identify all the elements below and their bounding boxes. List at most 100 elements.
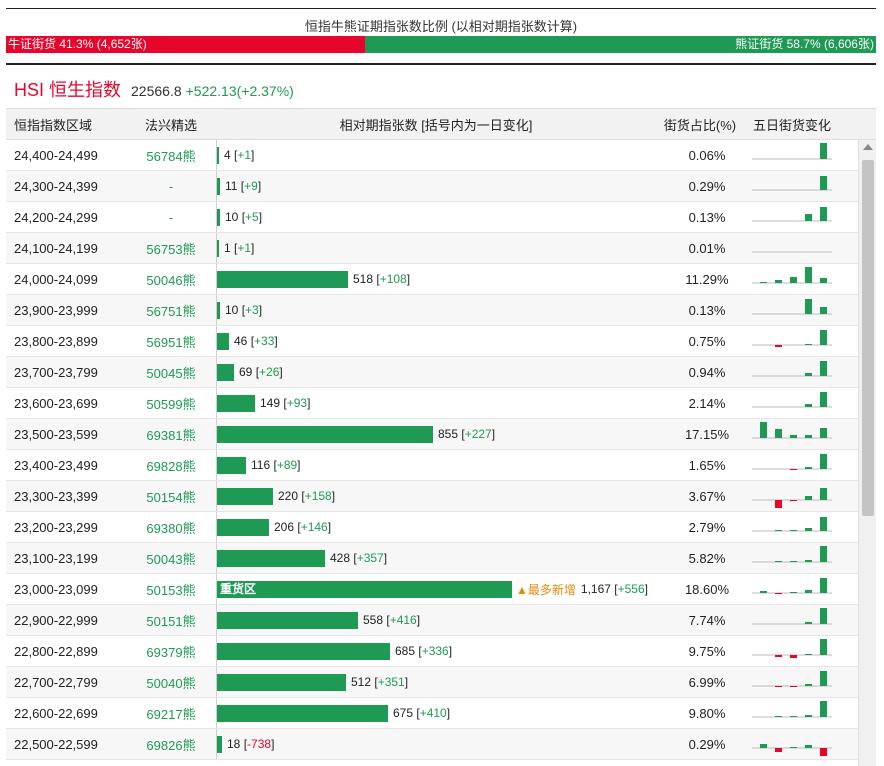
sparkline-bar — [820, 278, 827, 283]
share-cell: 0.29% — [688, 736, 726, 752]
daily-change: +108 — [379, 272, 407, 286]
five-day-sparkline — [752, 517, 832, 532]
section-divider — [6, 63, 876, 65]
daily-change: +5 — [245, 210, 259, 224]
table-row[interactable]: 23,000-23,099 50153熊 重货区 ▲最多新增 1,167 [+556] 1… — [6, 574, 858, 605]
table-row[interactable]: 23,900-23,999 56751熊 10 [+3] 0.13% — [6, 295, 858, 326]
contracts-label: 69 [+26] — [239, 365, 283, 379]
table-row[interactable]: 23,100-23,199 50043熊 428 [+357] 5.82% — [6, 543, 858, 574]
five-day-trend-cell — [744, 512, 840, 542]
warrant-code-link[interactable]: 56753熊 — [146, 241, 196, 257]
warrant-code-link[interactable]: 69826熊 — [146, 737, 196, 753]
warrant-code-link[interactable]: 50154熊 — [146, 489, 196, 505]
warrant-code-link[interactable]: 69217熊 — [146, 706, 196, 722]
five-day-trend-cell — [744, 357, 840, 387]
sparkline-bar — [775, 655, 782, 657]
table-row[interactable]: 24,400-24,499 56784熊 4 [+1] 0.06% — [6, 140, 858, 171]
warrant-code-link[interactable]: 50045熊 — [146, 365, 196, 381]
warrant-code-link[interactable]: 69381熊 — [146, 427, 196, 443]
sparkline-bar — [805, 214, 812, 221]
daily-change: +1 — [237, 241, 252, 255]
table-row[interactable]: 24,300-24,399 - 11 [+9] 0.29% — [6, 171, 858, 202]
table-row[interactable]: 23,700-23,799 50045熊 69 [+26] 0.94% — [6, 357, 858, 388]
share-cell: 0.94% — [688, 364, 726, 380]
daily-change: +33 — [254, 334, 275, 348]
contracts-label: 428 [+357] — [330, 551, 388, 565]
contracts-cell: 149 [+93] — [216, 388, 656, 418]
table-row[interactable]: 22,700-22,799 50040熊 512 [+351] 6.99% — [6, 667, 858, 698]
sparkline-bar — [790, 435, 797, 438]
share-cell: 0.01% — [688, 240, 726, 256]
sparkline-bar — [805, 496, 812, 500]
warrant-code-link[interactable]: 69379熊 — [146, 644, 196, 660]
warrant-code-link[interactable]: 56784熊 — [146, 148, 196, 164]
table-row[interactable]: 22,900-22,999 50151熊 558 [+416] 7.74% — [6, 605, 858, 636]
sparkline-bar — [775, 280, 782, 283]
contracts-cell: 220 [+158] — [216, 481, 656, 511]
range-cell: 22,500-22,599 — [14, 736, 98, 752]
range-cell: 22,600-22,699 — [14, 705, 98, 721]
warrant-code-link[interactable]: 50599熊 — [146, 396, 196, 412]
warrant-code-link[interactable]: 50151熊 — [146, 613, 196, 629]
vertical-scrollbar[interactable] — [858, 140, 876, 766]
share-cell: 2.14% — [688, 395, 726, 411]
five-day-trend-cell — [744, 481, 840, 511]
scroll-up-arrow-icon[interactable] — [863, 144, 873, 150]
five-day-trend-cell — [744, 574, 840, 604]
warrant-code-link[interactable]: 50153熊 — [146, 582, 196, 598]
table-row[interactable]: 23,200-23,299 69380熊 206 [+146] 2.79% — [6, 512, 858, 543]
sparkline-bar — [805, 435, 812, 438]
table-row[interactable]: 23,400-23,499 69828熊 116 [+89] 1.65% — [6, 450, 858, 481]
table-row[interactable]: 23,600-23,699 50599熊 149 [+93] 2.14% — [6, 388, 858, 419]
table-row[interactable]: 22,500-22,599 69826熊 18 [-738] 0.29% — [6, 729, 858, 760]
contracts-cell: 18 [-738] — [216, 729, 656, 759]
range-cell: 24,100-24,199 — [14, 240, 98, 256]
daily-change: +336 — [421, 644, 449, 658]
five-day-trend-cell — [744, 543, 840, 573]
table-row[interactable]: 22,800-22,899 69379熊 685 [+336] 9.75% — [6, 636, 858, 667]
five-day-trend-cell — [744, 171, 840, 201]
range-cell: 24,400-24,499 — [14, 147, 98, 163]
table-row[interactable]: 23,800-23,899 56951熊 46 [+33] 0.75% — [6, 326, 858, 357]
table-row[interactable]: 24,100-24,199 56753熊 1 [+1] 0.01% — [6, 233, 858, 264]
daily-change: +416 — [389, 613, 417, 627]
warrant-code-link[interactable]: 50043熊 — [146, 551, 196, 567]
contracts-cell: 69 [+26] — [216, 357, 656, 387]
contracts-cell: 46 [+33] — [216, 326, 656, 356]
warrant-code-link[interactable]: 69828熊 — [146, 458, 196, 474]
contracts-label: 206 [+146] — [274, 520, 332, 534]
contracts-bar — [217, 549, 325, 567]
table-row[interactable]: 23,300-23,399 50154熊 220 [+158] 3.67% — [6, 481, 858, 512]
contracts-bar — [217, 487, 273, 505]
five-day-sparkline — [752, 251, 832, 253]
range-cell: 23,700-23,799 — [14, 364, 98, 380]
five-day-sparkline — [752, 744, 832, 756]
contracts-label: 11 [+9] — [225, 179, 262, 193]
share-cell: 7.74% — [688, 612, 726, 628]
table-row[interactable]: 24,200-24,299 - 10 [+5] 0.13% — [6, 202, 858, 233]
scroll-thumb[interactable] — [862, 160, 874, 516]
sparkline-bar — [820, 639, 827, 655]
warrant-code-link[interactable]: 50046熊 — [146, 272, 196, 288]
sparkline-bar — [760, 744, 767, 748]
daily-change: -738 — [247, 737, 272, 751]
header-share: 街货占比(%) — [663, 117, 737, 133]
share-cell: 17.15% — [684, 426, 730, 442]
warrant-code-link[interactable]: 69380熊 — [146, 520, 196, 536]
contracts-cell: 428 [+357] — [216, 543, 656, 573]
sparkline-bar — [805, 560, 812, 562]
table-header: 恒指指数区域 法兴精选 相对期指张数 [括号内为一日变化] 街货占比(%) 五日… — [6, 108, 876, 140]
index-name: HSI 恒生指数 — [14, 80, 122, 100]
table-row[interactable]: 23,500-23,599 69381熊 855 [+227] 17.15% — [6, 419, 858, 450]
five-day-sparkline — [752, 639, 832, 658]
table-body[interactable]: 24,400-24,499 56784熊 4 [+1] 0.06% 24,300-24,… — [6, 140, 858, 760]
share-cell: 3.67% — [688, 488, 726, 504]
warrant-code-link[interactable]: 56751熊 — [146, 303, 196, 319]
warrant-code-link[interactable]: 56951熊 — [146, 334, 196, 350]
five-day-trend-cell — [744, 295, 840, 325]
five-day-trend-cell — [744, 233, 840, 263]
table-row[interactable]: 22,600-22,699 69217熊 675 [+410] 9.80% — [6, 698, 858, 729]
warrant-code-link[interactable]: 50040熊 — [146, 675, 196, 691]
table-row[interactable]: 24,000-24,099 50046熊 518 [+108] 11.29% — [6, 264, 858, 295]
sparkline-bar — [775, 748, 782, 752]
